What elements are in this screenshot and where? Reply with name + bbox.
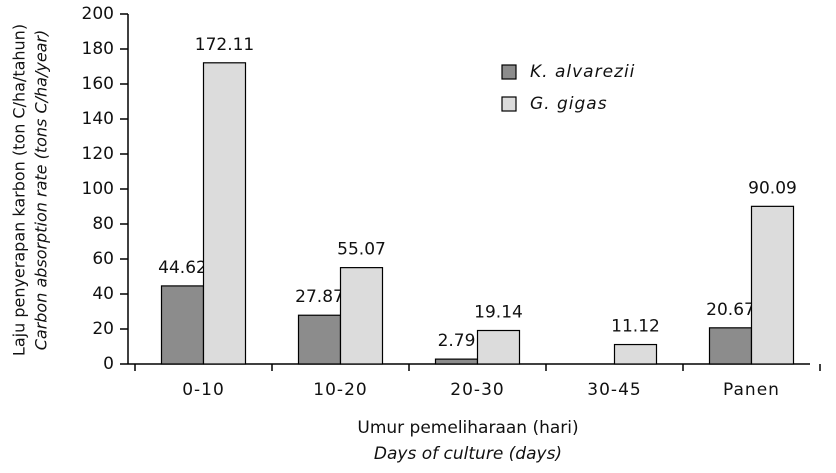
y-tick-label: 20	[92, 319, 114, 339]
y-tick-label: 100	[82, 179, 114, 199]
bar	[160, 285, 205, 365]
data-label: 19.14	[474, 303, 523, 323]
y-tick-label: 80	[92, 214, 114, 234]
legend-label: G. gigas	[530, 94, 608, 114]
x-tick-label: Panen	[723, 380, 780, 400]
y-tick-label: 200	[82, 4, 114, 24]
y-tick-label: 140	[82, 109, 114, 129]
data-label: 2.79	[438, 331, 476, 351]
bar	[434, 358, 479, 365]
bar	[708, 327, 753, 365]
bar	[297, 314, 342, 365]
y-tick-label: 0	[103, 354, 114, 374]
bar	[613, 343, 658, 365]
y-tick-label: 120	[82, 144, 114, 164]
y-tick-label: 160	[82, 74, 114, 94]
legend-swatch	[501, 64, 517, 80]
data-label: 55.07	[337, 240, 386, 260]
legend-swatch	[501, 96, 517, 112]
x-tick-label: 10-20	[313, 380, 367, 400]
y-tick-label: 60	[92, 249, 114, 269]
x-tick-label: 20-30	[450, 380, 504, 400]
bar	[202, 62, 247, 365]
x-tick-label: 0-10	[182, 380, 225, 400]
bar	[476, 329, 521, 365]
y-axis-label: Carbon absorption rate (tons C/ha/year)	[32, 30, 51, 351]
data-label: 90.09	[748, 178, 797, 198]
x-axis-label: Days of culture (days)	[374, 444, 562, 464]
y-axis-label: Laju penyerapan karbon (ton C/ha/tahun)	[10, 24, 29, 356]
legend-label: K. alvarezii	[530, 62, 635, 82]
data-label: 172.11	[195, 35, 254, 55]
data-label: 44.62	[158, 258, 207, 278]
x-tick-label: 30-45	[587, 380, 641, 400]
y-tick-label: 180	[82, 39, 114, 59]
bar	[339, 267, 384, 365]
data-label: 11.12	[611, 317, 660, 337]
data-label: 27.87	[295, 287, 344, 307]
y-tick-label: 40	[92, 284, 114, 304]
bar	[750, 205, 795, 365]
x-axis-label: Umur pemeliharaan (hari)	[357, 418, 578, 438]
data-label: 20.67	[706, 300, 755, 320]
